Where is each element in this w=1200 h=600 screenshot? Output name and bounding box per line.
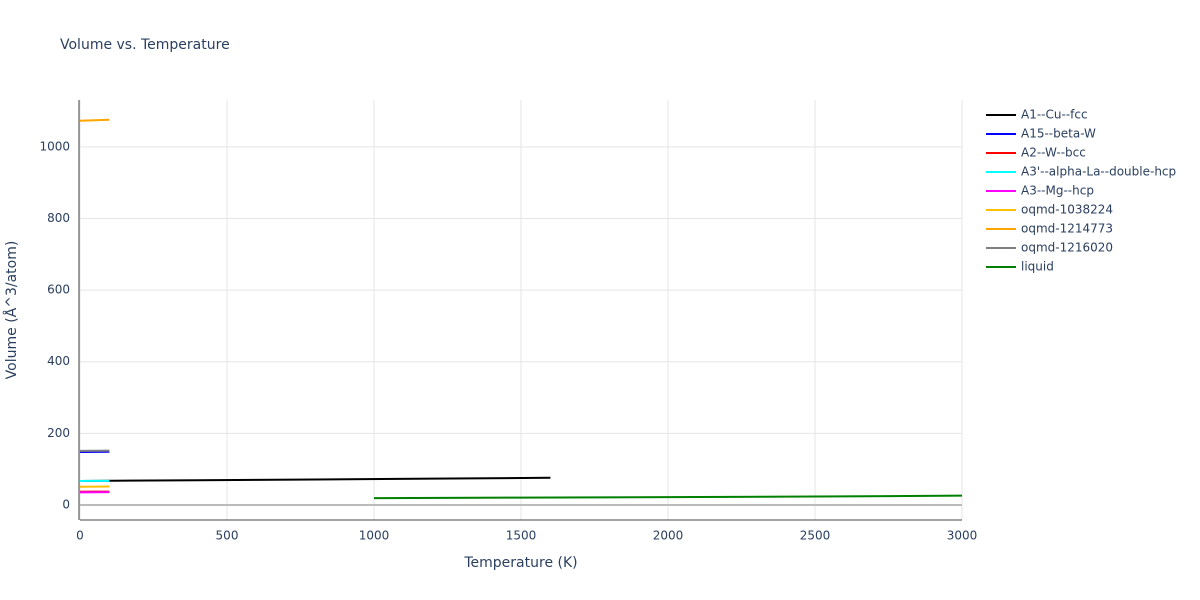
legend-label: A2--W--bcc: [1021, 146, 1086, 160]
x-tick-label: 3000: [947, 529, 978, 543]
legend-label: oqmd-1038224: [1021, 203, 1113, 217]
y-tick-label: 600: [47, 283, 70, 297]
legend-label: A3'--alpha-La--double-hcp: [1021, 165, 1176, 179]
y-tick-label: 400: [47, 354, 70, 368]
y-tick-label: 0: [62, 497, 70, 511]
chart-title: Volume vs. Temperature: [60, 37, 230, 53]
legend-label: oqmd-1216020: [1021, 241, 1113, 255]
legend-label: A3--Mg--hcp: [1021, 184, 1094, 198]
legend-label: oqmd-1214773: [1021, 222, 1113, 236]
y-tick-label: 1000: [39, 139, 70, 153]
y-tick-label: 800: [47, 211, 70, 225]
x-axis-title: Temperature (K): [463, 555, 577, 571]
legend-label: A15--beta-W: [1021, 127, 1096, 141]
x-tick-label: 2500: [800, 529, 831, 543]
x-tick-label: 0: [76, 529, 84, 543]
x-tick-label: 1000: [359, 529, 390, 543]
y-axis-title: Volume (Å^3/atom): [3, 241, 20, 380]
line-series: [373, 494, 963, 500]
line-series: [79, 476, 551, 482]
legend-label: liquid: [1021, 260, 1054, 274]
x-tick-label: 2000: [653, 529, 684, 543]
line-series: [79, 118, 110, 122]
x-tick-label: 1500: [506, 529, 537, 543]
y-tick-label: 200: [47, 426, 70, 440]
legend-label: A1--Cu--fcc: [1021, 108, 1088, 122]
x-tick-label: 500: [216, 529, 239, 543]
